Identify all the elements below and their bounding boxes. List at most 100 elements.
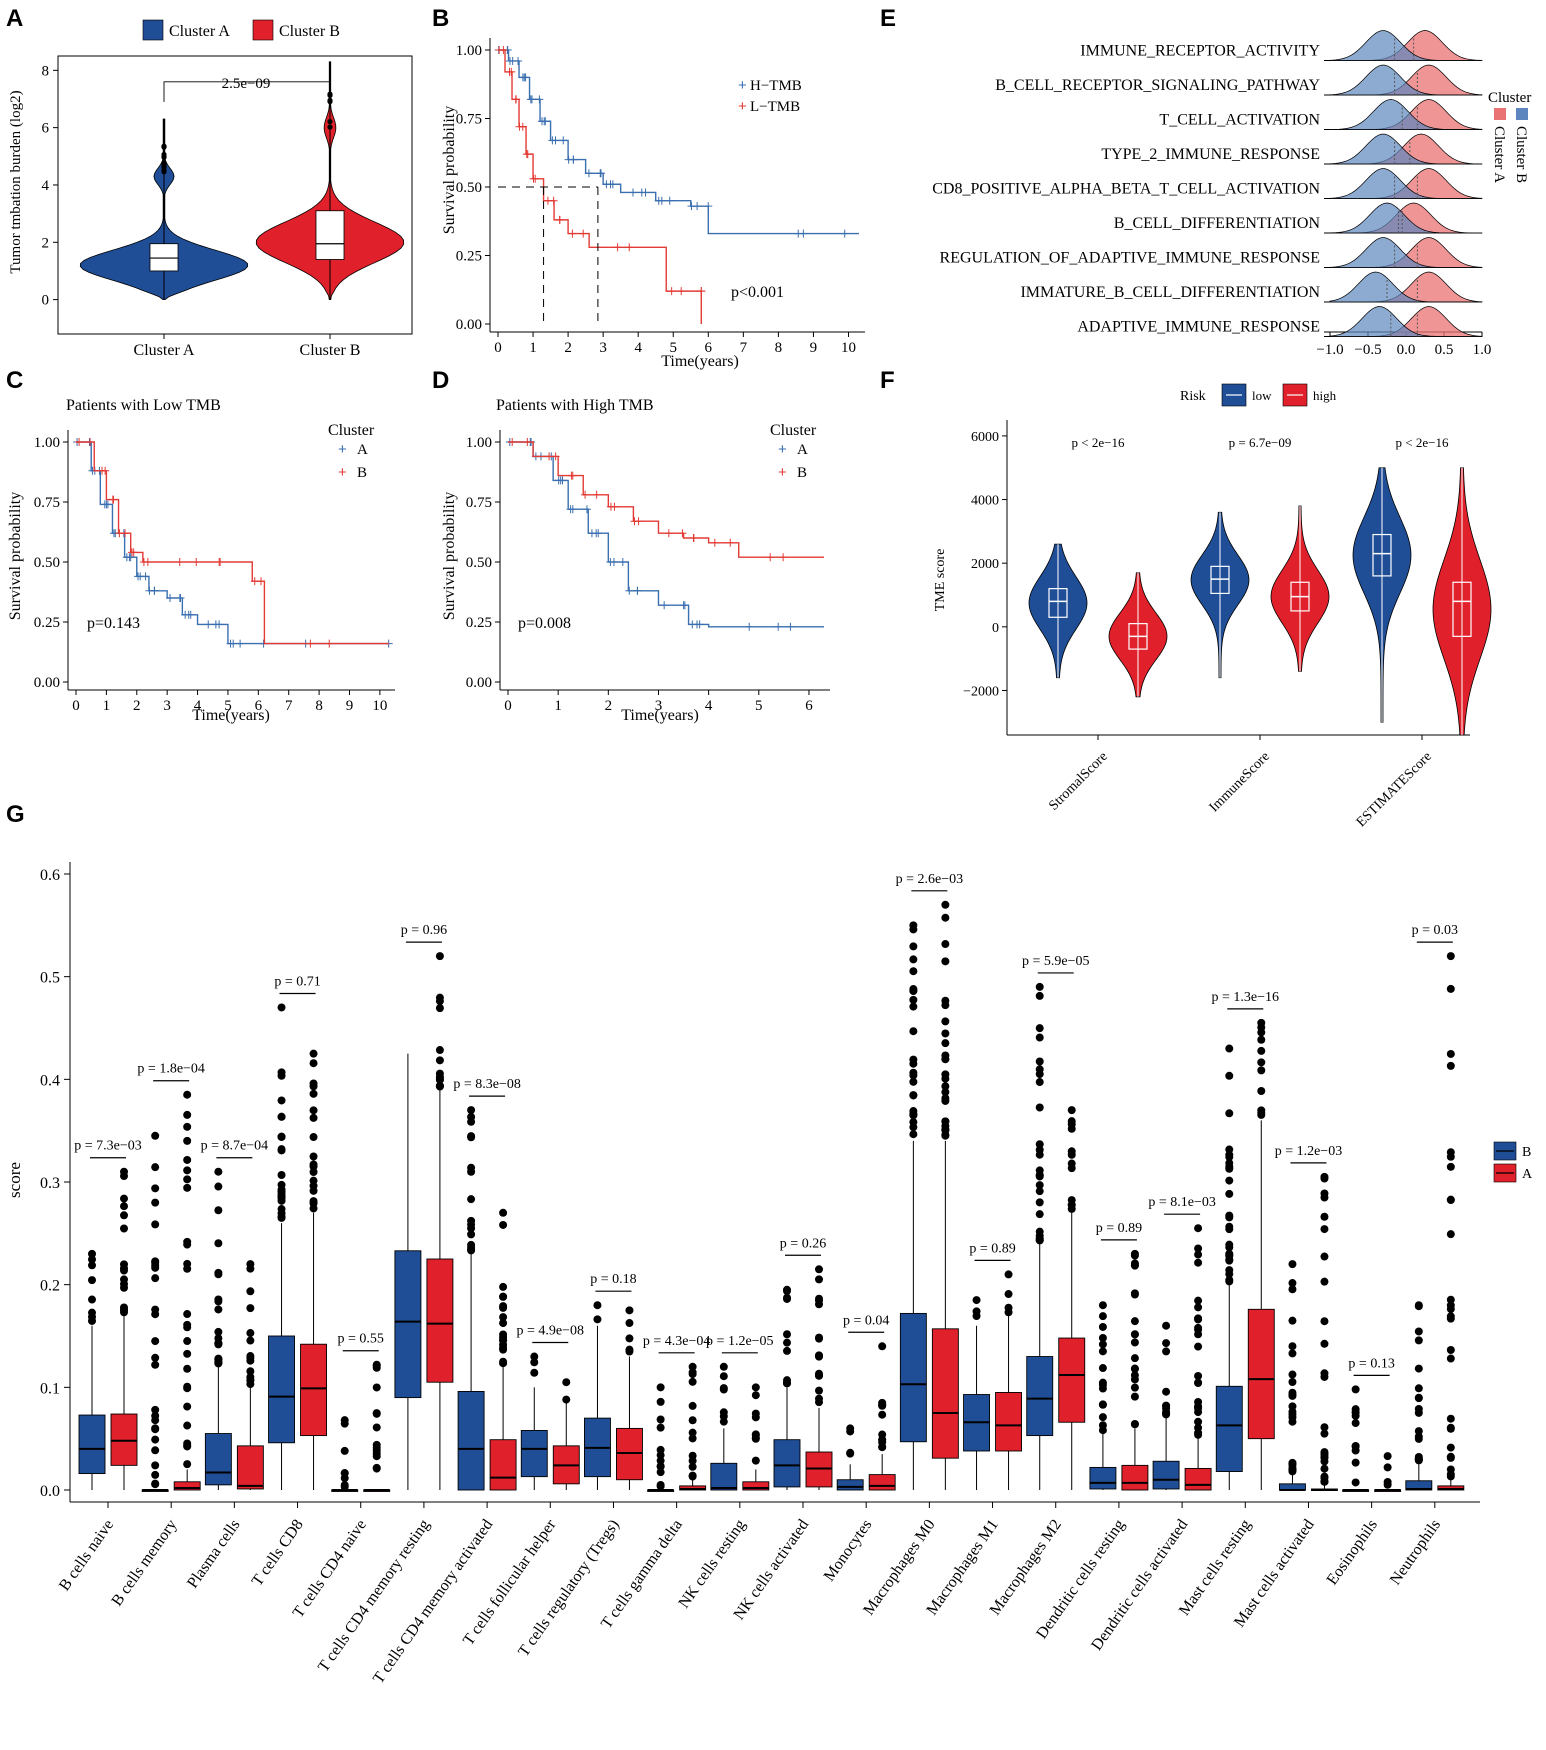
censor-mark — [109, 495, 118, 504]
censor-mark — [204, 620, 213, 629]
outlier-dot — [183, 1442, 192, 1451]
p-value-monocytes: p = 0.04 — [843, 1313, 889, 1328]
outlier-dot — [1288, 1370, 1297, 1379]
outlier-dot — [372, 1363, 381, 1372]
censor-mark — [633, 586, 642, 595]
outlier-dot — [909, 1077, 918, 1086]
box-B-neutrophils — [1405, 1480, 1433, 1491]
outlier-dot — [783, 1287, 791, 1296]
panel-f-pvalue: p = 6.7e−09 — [1229, 435, 1292, 450]
censor-mark — [678, 529, 687, 538]
box-A-t-cells-regulatory-tregs — [616, 1427, 643, 1481]
box-B-nk-cells-resting — [710, 1462, 738, 1491]
y-tick-label: 0.4 — [40, 1072, 60, 1089]
outlier-dot — [530, 1352, 539, 1361]
outlier-dot — [499, 1359, 508, 1368]
outlier-dot — [1035, 991, 1044, 1000]
x-tick-label: 9 — [346, 698, 354, 714]
censor-mark — [505, 56, 514, 65]
panel-a-ylabel: Tumor tmbation burden (log2) — [8, 90, 24, 273]
x-tick-label: 7 — [740, 340, 748, 356]
outlier-dot — [1098, 1322, 1107, 1331]
outlier-dot — [688, 1377, 697, 1386]
outlier-dot — [878, 1342, 887, 1351]
outlier-dot — [1414, 1302, 1423, 1311]
legend-label-cluster-a: Cluster A — [169, 23, 230, 40]
panel-b-xlabel: Time(years) — [661, 353, 739, 370]
censor-mark — [555, 215, 564, 224]
censor-mark — [548, 136, 557, 145]
censor-mark — [141, 572, 150, 581]
outlier-dot — [88, 1249, 96, 1258]
outlier-dot — [656, 1462, 665, 1471]
outlier-dot — [151, 1405, 160, 1414]
outlier-dot — [815, 1369, 823, 1378]
legend-label-e-cluster-a: Cluster A — [1491, 126, 1507, 183]
outlier-dot — [151, 1310, 160, 1319]
panel-d-legend: Cluster + A + B — [770, 422, 817, 481]
y-tick-label: 0.1 — [40, 1380, 60, 1397]
censor-mark — [606, 502, 615, 511]
outlier-dot — [327, 119, 333, 125]
box-A-t-cells-cd4-memory-resting — [426, 1258, 454, 1383]
outlier-dot — [815, 1275, 823, 1284]
outlier-dot — [1035, 1140, 1044, 1149]
censor-mark — [236, 639, 245, 648]
outlier-dot — [1098, 1340, 1107, 1349]
outlier-dot — [1446, 1162, 1455, 1171]
x-tick-label: 10 — [841, 340, 856, 356]
outlier-dot — [1225, 1109, 1234, 1118]
censor-mark — [745, 622, 754, 631]
censor-mark — [523, 438, 532, 446]
y-tick-label: 6000 — [971, 430, 999, 445]
x-tick-label: 4 — [705, 698, 713, 714]
box-A-mast-cells-resting — [1247, 1308, 1275, 1440]
outlier-dot — [656, 1415, 665, 1424]
outlier-dot — [467, 1113, 476, 1122]
p-value-macrophages-m2: p = 5.9e−05 — [1022, 954, 1090, 969]
panel-d-xlabel: Time(years) — [621, 707, 699, 724]
y-tick-label: 0.0 — [40, 1483, 60, 1500]
panel-d-ylabel: Survival probability — [441, 492, 458, 620]
censor-mark — [606, 558, 615, 566]
censor-mark — [175, 594, 184, 602]
outlier-dot — [499, 1336, 508, 1345]
outlier-dot — [1035, 1181, 1044, 1190]
outlier-dot — [625, 1306, 634, 1315]
censor-mark — [529, 174, 538, 183]
censor-mark — [186, 610, 195, 619]
outlier-dot — [183, 1349, 192, 1358]
box-B-macrophages-m0 — [899, 1312, 927, 1443]
outlier-dot — [151, 1353, 160, 1362]
outlier-dot — [1194, 1423, 1203, 1432]
legend-label-high: high — [1313, 388, 1337, 403]
outlier-dot — [1067, 1120, 1076, 1129]
pathway-label: CD8_POSITIVE_ALPHA_BETA_T_CELL_ACTIVATIO… — [932, 181, 1320, 198]
panel-a-ytick-label: 0 — [42, 293, 50, 309]
censor-mark — [710, 538, 719, 547]
outlier-dot — [1446, 1312, 1455, 1321]
outlier-dot — [1194, 1314, 1203, 1323]
outlier-dot — [815, 1300, 823, 1309]
outlier-dot — [815, 1386, 823, 1395]
outlier-dot — [719, 1372, 728, 1381]
outlier-dot — [1414, 1327, 1423, 1336]
outlier-dot — [909, 925, 918, 934]
x-tick-label: 0.0 — [1397, 342, 1416, 358]
p-value-dendritic-cells-activated: p = 8.1e−03 — [1148, 1195, 1216, 1210]
outlier-dot — [467, 1246, 476, 1255]
panel-c-title: Patients with Low TMB — [66, 397, 221, 414]
x-tick-label: 2 — [133, 698, 141, 714]
outlier-dot — [972, 1307, 981, 1316]
outlier-dot — [909, 942, 918, 951]
censor-mark — [637, 188, 646, 197]
outlier-dot — [372, 1423, 381, 1432]
panel-e-legend: Cluster Cluster A Cluster B — [1488, 90, 1531, 183]
outlier-dot — [1162, 1339, 1171, 1348]
outlier-dot — [593, 1301, 602, 1310]
box-B-monocytes — [836, 1479, 864, 1491]
outlier-dot — [1225, 1266, 1234, 1275]
censor-mark — [618, 558, 627, 566]
censor-mark — [512, 95, 521, 104]
y-tick-label: 0.5 — [40, 970, 60, 987]
